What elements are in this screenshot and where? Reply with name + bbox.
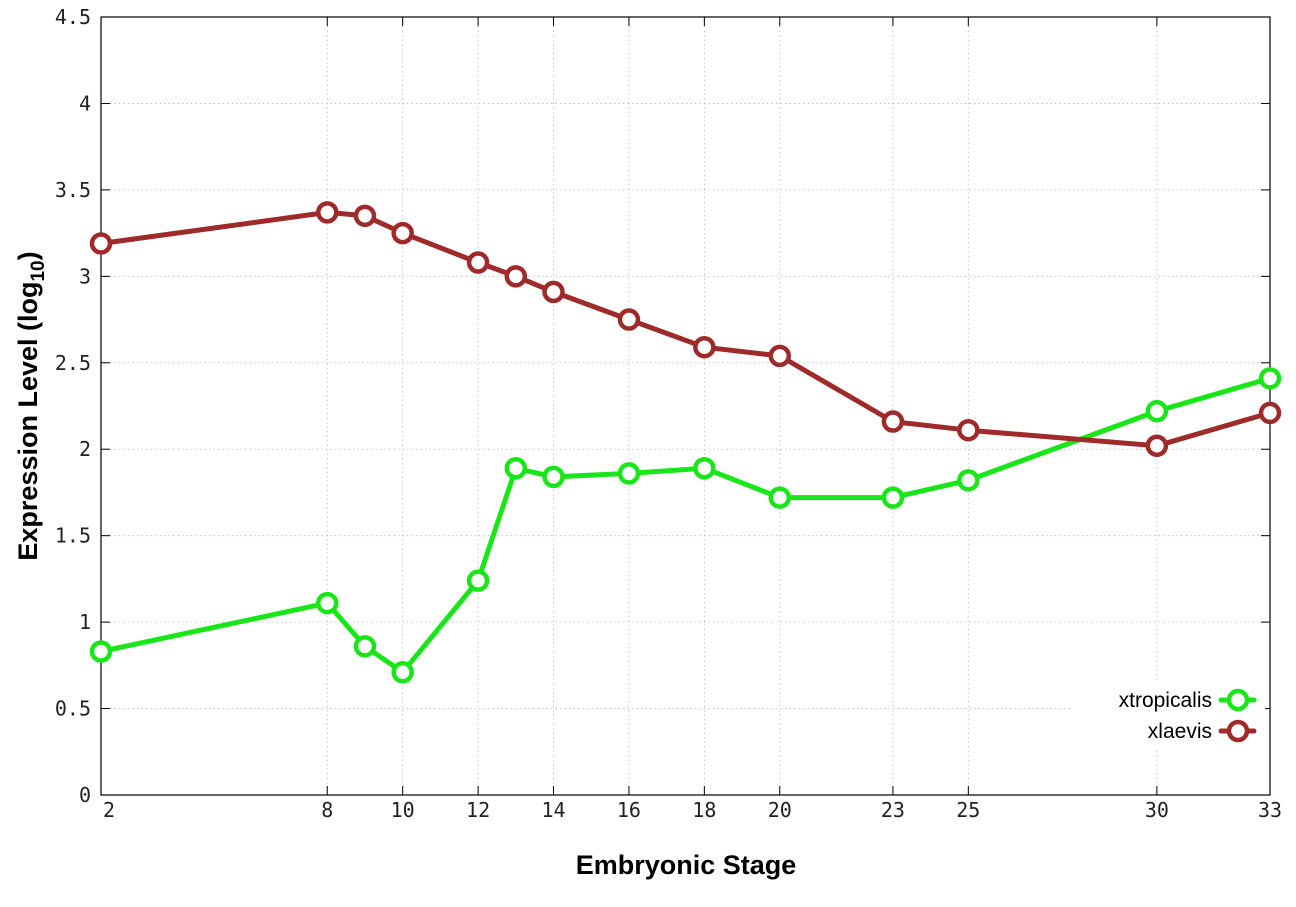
data-point-xlaevis (353, 204, 377, 228)
y-axis-title-subscript: 10 (28, 260, 49, 281)
data-point-xtropicalis (617, 462, 641, 485)
data-point-xlaevis (316, 201, 339, 224)
series-xlaevis (89, 201, 1282, 458)
y-tick-label: 1.5 (55, 524, 91, 548)
data-point-xtropicalis (504, 456, 528, 480)
data-point-xlaevis (89, 232, 113, 255)
data-point-xlaevis (881, 410, 905, 433)
data-point-xlaevis (617, 308, 641, 331)
x-tick-label: 20 (768, 798, 792, 822)
y-axis-title-main: Expression Level (log (13, 282, 43, 561)
data-point-xtropicalis (391, 660, 414, 684)
axis-ticks: 0 0.5 1 1.5 2 2.5 3 3.5 4 4.5 2 8 10 12 14 16 18 20 23 25 30… (55, 5, 1282, 822)
y-tick-label: 0.5 (55, 697, 91, 721)
x-tick-label: 2 (103, 798, 115, 822)
data-point-xtropicalis (353, 635, 377, 658)
data-point-xtropicalis (957, 469, 980, 492)
x-tick-label: 12 (466, 798, 490, 822)
x-axis-title: Embryonic Stage (576, 850, 797, 880)
x-tick-label: 8 (321, 798, 333, 822)
data-point-xtropicalis (466, 569, 490, 592)
legend-label-xtropicalis: xtropicalis (1119, 689, 1212, 712)
data-point-xtropicalis (768, 486, 792, 509)
data-point-xlaevis (957, 418, 980, 442)
legend-marker-xtropicalis (1226, 688, 1250, 712)
data-point-xlaevis (768, 344, 792, 368)
x-tick-label: 30 (1145, 798, 1169, 822)
data-point-xtropicalis (1145, 399, 1169, 423)
data-point-xlaevis (504, 265, 528, 288)
data-point-xtropicalis (881, 486, 905, 509)
data-point-xtropicalis (1258, 367, 1282, 390)
data-point-xlaevis (1258, 401, 1282, 425)
y-tick-label: 0 (79, 783, 91, 807)
x-tick-label: 14 (541, 798, 565, 822)
grid (101, 17, 1270, 795)
data-point-xtropicalis (316, 591, 339, 615)
series-line-xlaevis (98, 209, 1273, 449)
data-point-xlaevis (391, 221, 414, 245)
x-tick-label: 16 (617, 798, 641, 822)
data-point-xtropicalis (693, 456, 716, 480)
y-tick-label: 2.5 (55, 351, 91, 375)
data-point-xtropicalis (542, 465, 565, 489)
x-tick-label: 10 (391, 798, 415, 822)
plot-frame (100, 16, 1271, 796)
x-tick-label: 23 (881, 798, 905, 822)
series-line-xtropicalis (98, 375, 1273, 675)
y-tick-label: 1 (79, 610, 91, 634)
legend-label-xlaevis: xlaevis (1148, 720, 1212, 743)
x-tick-label: 33 (1258, 798, 1282, 822)
data-point-xlaevis (693, 335, 716, 359)
legend: xtropicalis xlaevis (1070, 680, 1265, 750)
data-point-xlaevis (542, 280, 565, 304)
y-axis-title-close: ) (13, 251, 43, 260)
x-tick-label: 18 (692, 798, 716, 822)
series-layer (89, 201, 1282, 684)
legend-marker-xlaevis (1226, 719, 1250, 743)
data-point-xtropicalis (89, 640, 113, 663)
y-axis-title: Expression Level (log10) (13, 251, 49, 560)
y-tick-label: 3 (79, 264, 91, 288)
y-tick-label: 2 (79, 437, 91, 461)
y-tick-label: 4.5 (55, 5, 91, 29)
series-xtropicalis (89, 367, 1282, 684)
x-tick-label: 25 (956, 798, 980, 822)
y-tick-label: 3.5 (55, 178, 91, 202)
data-point-xlaevis (1145, 434, 1169, 458)
data-point-xlaevis (466, 251, 490, 274)
y-tick-label: 4 (79, 91, 91, 115)
